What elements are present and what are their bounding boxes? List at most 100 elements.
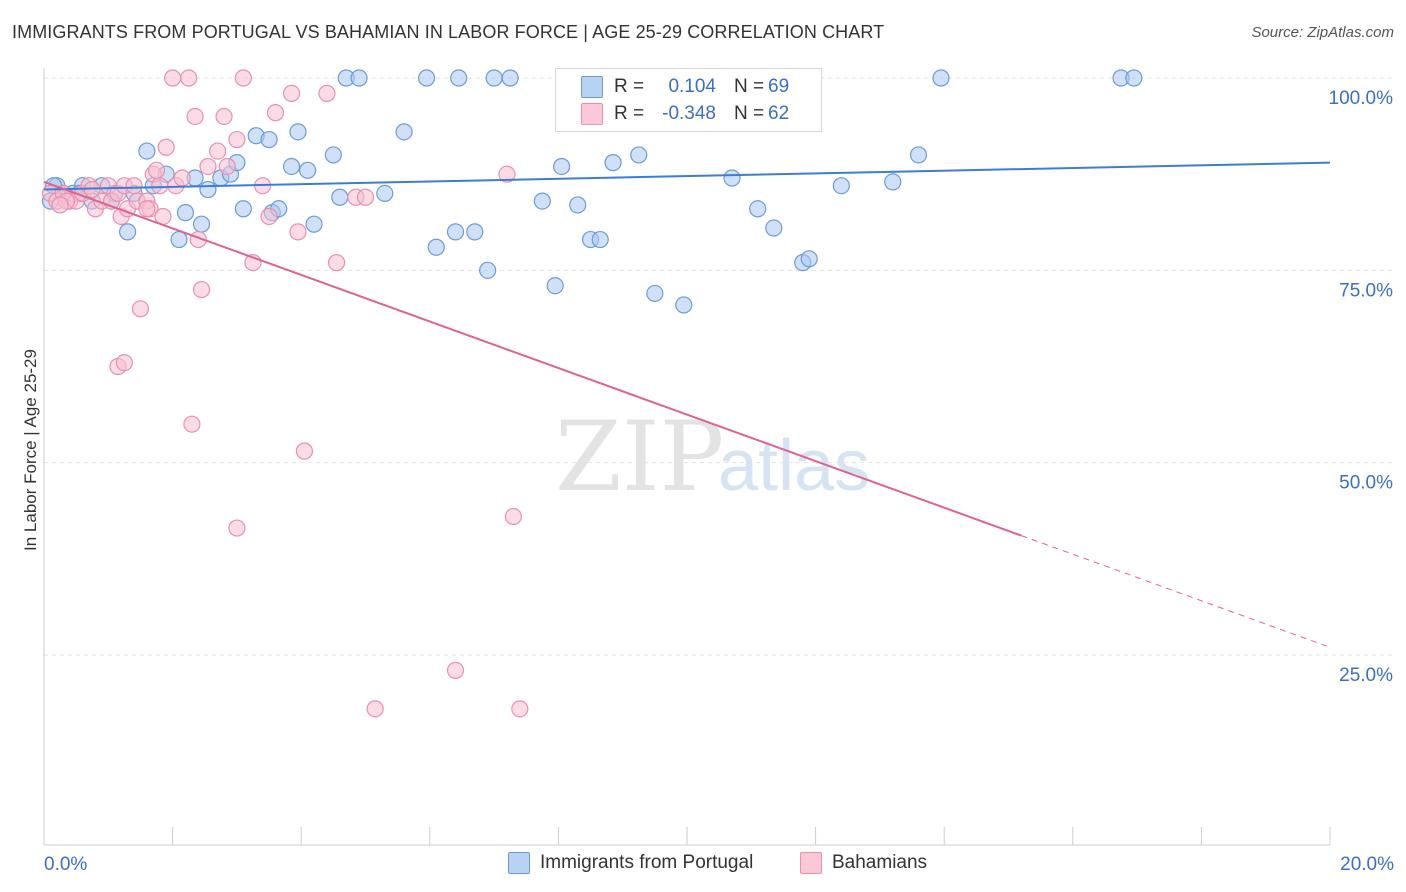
- data-point: [260, 130, 278, 149]
- n-label: N =: [734, 76, 765, 97]
- data-point: [498, 165, 516, 183]
- y-tick-label: 50.0%: [1339, 473, 1393, 494]
- data-point: [324, 146, 342, 164]
- data-point: [417, 69, 436, 87]
- data-point: [501, 69, 519, 87]
- series-points-bahamians: [41, 69, 529, 718]
- chart-title: IMMIGRANTS FROM PORTUGAL VS BAHAMIAN IN …: [12, 22, 885, 42]
- data-point: [125, 177, 143, 195]
- stats-legend-row-bahamians: R = -0.348 N = 62: [556, 101, 821, 127]
- data-point: [533, 192, 551, 210]
- data-point: [446, 223, 465, 241]
- data-point: [228, 519, 246, 537]
- portugal-swatch: [581, 76, 603, 98]
- data-point: [260, 207, 278, 226]
- bahamians-swatch: [581, 103, 603, 125]
- trend-lines: [43, 161, 1331, 648]
- data-point: [115, 354, 133, 372]
- data-point: [209, 142, 227, 160]
- data-point: [234, 69, 252, 87]
- data-point: [266, 104, 285, 122]
- data-point: [51, 196, 69, 214]
- data-point: [1125, 69, 1143, 87]
- data-point: [800, 250, 818, 268]
- data-point: [215, 107, 233, 126]
- stats-legend-row-portugal: R = 0.104 N = 69: [556, 74, 821, 100]
- legend-item-portugal[interactable]: Immigrants from Portugal: [508, 852, 753, 874]
- portugal-n-value: 69: [768, 76, 790, 97]
- data-point: [157, 138, 175, 156]
- data-point: [173, 169, 191, 187]
- y-tick-labels: 25.0% 50.0% 75.0% 100.0%: [1329, 88, 1394, 686]
- y-tick-label: 75.0%: [1339, 280, 1393, 301]
- data-point: [282, 157, 301, 176]
- data-point: [183, 415, 201, 433]
- bahamians-legend-swatch: [800, 852, 822, 874]
- data-point: [909, 146, 928, 164]
- data-point: [192, 215, 211, 233]
- data-point: [327, 254, 346, 272]
- x-tick-label-max: 20.0%: [1340, 854, 1394, 875]
- y-tick-label: 100.0%: [1329, 88, 1394, 109]
- data-point: [186, 107, 204, 126]
- data-point: [228, 130, 246, 149]
- y-tick-label: 25.0%: [1339, 665, 1393, 686]
- data-point: [884, 173, 902, 191]
- data-point: [646, 284, 664, 303]
- gridlines: [44, 77, 1392, 656]
- data-point: [180, 69, 198, 87]
- data-point: [366, 700, 384, 718]
- axes: [43, 68, 1331, 846]
- data-point: [504, 507, 522, 526]
- data-point: [546, 277, 564, 295]
- r-label: R =: [614, 103, 645, 124]
- trend-line-portugal: [43, 161, 1331, 191]
- data-point: [176, 204, 195, 222]
- data-point: [289, 223, 307, 241]
- data-point: [138, 142, 156, 160]
- portugal-legend-label: Immigrants from Portugal: [540, 852, 754, 873]
- data-point: [427, 238, 445, 256]
- data-point: [350, 69, 368, 87]
- legend-item-bahamians[interactable]: Bahamians: [800, 852, 927, 874]
- data-point: [170, 230, 188, 249]
- watermark-atlas: atlas: [718, 426, 870, 506]
- data-point: [282, 84, 301, 102]
- x-tick-label-min: 0.0%: [44, 854, 87, 875]
- data-point: [331, 188, 349, 206]
- data-point: [569, 196, 587, 214]
- trend-line-bahamians-extension: [1021, 535, 1331, 648]
- data-point: [511, 700, 529, 718]
- r-label: R =: [614, 76, 645, 97]
- data-point: [630, 146, 648, 164]
- trend-line-bahamians: [43, 180, 1022, 537]
- data-points: [41, 69, 1143, 718]
- data-point: [356, 188, 375, 206]
- data-point: [723, 169, 741, 187]
- bahamians-r-value: -0.348: [662, 103, 716, 124]
- data-point: [305, 215, 323, 233]
- data-point: [147, 161, 166, 179]
- data-point: [479, 261, 497, 279]
- data-point: [591, 230, 609, 249]
- data-point: [299, 161, 317, 179]
- data-point: [765, 219, 783, 237]
- data-point: [199, 157, 217, 176]
- data-point: [164, 69, 182, 87]
- data-point: [318, 84, 336, 102]
- data-point: [553, 157, 571, 176]
- data-point: [192, 280, 211, 299]
- chart-source: Source: ZipAtlas.com: [1251, 24, 1394, 41]
- n-label: N =: [734, 103, 765, 124]
- data-point: [131, 300, 150, 318]
- data-point: [376, 184, 394, 202]
- data-point: [151, 177, 169, 195]
- data-point: [446, 661, 465, 679]
- bahamians-n-value: 62: [768, 103, 790, 124]
- stats-legend: R = 0.104 N = 69 R = -0.348 N = 62: [555, 68, 822, 132]
- data-point: [199, 180, 217, 199]
- portugal-legend-swatch: [508, 852, 530, 874]
- data-point: [450, 69, 468, 87]
- data-point: [466, 223, 484, 241]
